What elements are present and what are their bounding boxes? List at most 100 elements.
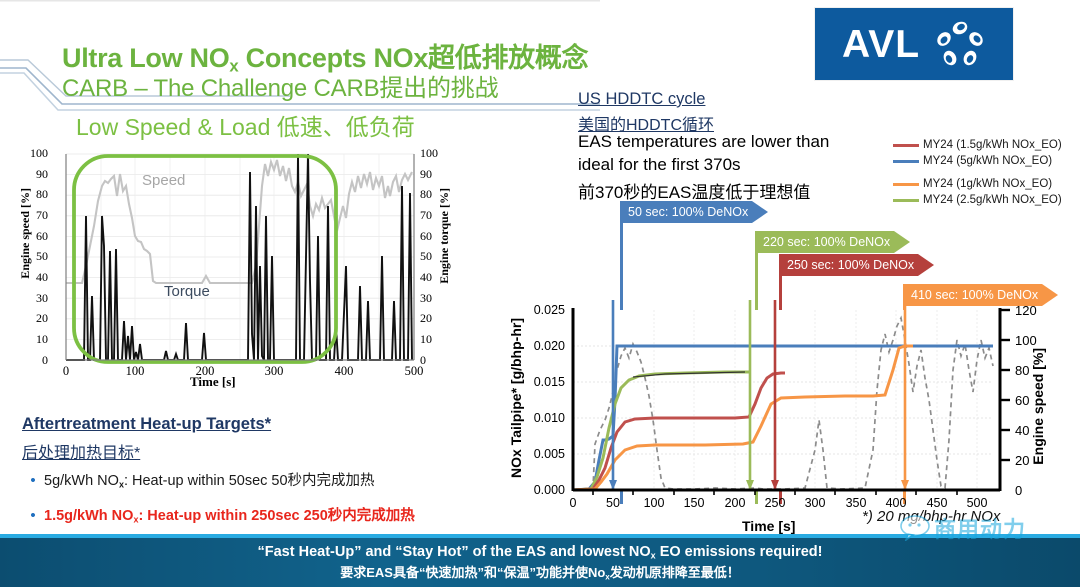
- left-chart-ytick: 80: [36, 187, 48, 201]
- right-chart-xtick: 200: [724, 496, 746, 510]
- right-chart-xtick: 500: [966, 496, 988, 510]
- right-chart-xtick: 250: [764, 496, 786, 510]
- left-chart-ytick: 90: [36, 167, 48, 181]
- left-chart-xtick: 500: [404, 364, 424, 378]
- banner-subscript-x: x: [605, 572, 610, 582]
- legend-item: MY24 (2.5g/kWh NOx_EO): [893, 192, 1078, 208]
- bullet-subscript-x: x: [118, 479, 124, 490]
- legend-item: MY24 (5g/kWh NOx_EO): [893, 153, 1078, 169]
- left-chart-xtick: 100: [125, 364, 145, 378]
- bullet-dot-icon: •: [30, 472, 36, 489]
- right-chart-ytick: 0.020: [533, 339, 565, 353]
- chart-footnote: *) 20 mg/bhp-hr NOx: [862, 508, 1001, 525]
- left-chart-y2tick: 30: [420, 291, 432, 305]
- left-chart-y2tick: 50: [420, 249, 432, 263]
- left-chart-ytick: 50: [36, 249, 48, 263]
- left-chart-ytick: 10: [36, 332, 48, 346]
- legend-item: MY24 (1g/kWh NOx_EO): [893, 176, 1078, 192]
- left-chart-xtick: 200: [195, 364, 215, 378]
- left-chart-ytick: 40: [36, 270, 48, 284]
- legend-swatch-green: [893, 198, 919, 202]
- right-chart-y2tick: 0: [1015, 483, 1023, 498]
- left-chart-y2tick: 10: [420, 332, 432, 346]
- right-chart-xtick: 350: [845, 496, 867, 510]
- right-chart-y2tick: 120: [1015, 303, 1037, 318]
- callout-410sec: 410 sec: 100% DeNOx: [903, 284, 1059, 306]
- legend-swatch-red: [893, 143, 919, 147]
- right-chart-y2tick: 40: [1015, 423, 1030, 438]
- left-chart-xtick: 400: [334, 364, 354, 378]
- callout-label: 250 sec: 100% DeNOx: [779, 254, 919, 276]
- callout-arrowhead: [1042, 284, 1059, 306]
- callout-label: 50 sec: 100% DeNOx: [620, 201, 753, 223]
- banner-accent-bar: [0, 534, 1080, 538]
- bottom-banner: “Fast Heat-Up” and “Stay Hot” of the EAS…: [0, 538, 1080, 587]
- right-chart-y2tick: 100: [1015, 333, 1037, 348]
- left-chart-xtick: 0: [62, 364, 70, 378]
- eas-note-en-line1: EAS temperatures are lower than: [578, 132, 830, 151]
- right-chart-xtick: 50: [606, 496, 620, 510]
- list-item: • 1.5g/kWh NOx: Heat-up within 250sec 25…: [22, 507, 415, 525]
- right-chart-xtick: 150: [683, 496, 705, 510]
- left-chart-ytick: 20: [36, 311, 48, 325]
- bullet-text: 5g/kWh NOx: Heat-up within 50sec 50秒内完成加…: [44, 473, 375, 490]
- callout-50sec: 50 sec: 100% DeNOx: [620, 201, 769, 223]
- hddtc-heading-en: US HDDTC cycle: [578, 90, 706, 108]
- heatup-heading-cn: 后处理加热目标*: [22, 445, 141, 462]
- right-chart: 0.025 0.020 0.015 0.010 0.005 0.000 120 …: [505, 300, 1080, 545]
- callout-arrowhead: [918, 254, 935, 276]
- left-chart-y2tick: 100: [420, 146, 438, 160]
- right-chart-xtick: 400: [885, 496, 907, 510]
- legend-item: MY24 (1.5g/kWh NOx_EO): [893, 137, 1078, 153]
- avl-wordmark: AVL: [841, 22, 921, 66]
- bullet-dot-icon: •: [30, 507, 36, 524]
- right-chart-ytick: 0.000: [533, 483, 565, 497]
- left-chart-ytick: 60: [36, 229, 48, 243]
- callout-label: 220 sec: 100% DeNOx: [755, 231, 895, 253]
- right-chart-xtick: 100: [643, 496, 665, 510]
- right-chart-y2tick: 80: [1015, 363, 1030, 378]
- hddtc-heading-cn: 美国的HDDTC循环: [578, 117, 714, 134]
- title-subscript-x: x: [229, 56, 239, 76]
- heatup-heading-en: Aftertreatment Heat-up Targets*: [22, 415, 272, 433]
- page-subtitle-line: CARB – The Challenge CARB提出的挑战: [62, 75, 499, 102]
- right-chart-ytick: 0.005: [533, 447, 565, 461]
- left-chart-y2tick: 20: [420, 311, 432, 325]
- left-chart-series-label-speed: Speed: [142, 172, 186, 189]
- left-chart: 100 90 80 70 60 50 40 30 20 10 0 100 90 …: [16, 146, 464, 398]
- section-subtitle: Low Speed & Load 低速、低负荷: [76, 114, 415, 140]
- banner-subscript-x: x: [650, 550, 656, 561]
- left-chart-y2tick: 0: [420, 353, 426, 367]
- left-chart-y2tick: 60: [420, 229, 432, 243]
- left-chart-y2tick: 70: [420, 208, 432, 222]
- left-chart-ytick: 70: [36, 208, 48, 222]
- callout-arrowhead: [894, 231, 911, 253]
- legend-label: MY24 (1g/kWh NOx_EO): [923, 178, 1053, 190]
- left-chart-y2label: Engine torque [%]: [437, 188, 451, 284]
- legend-label: MY24 (1.5g/kWh NOx_EO): [923, 139, 1062, 151]
- right-chart-ytick: 0.025: [533, 303, 565, 317]
- left-chart-ytick: 0: [42, 353, 48, 367]
- right-chart-ytick: 0.015: [533, 375, 565, 389]
- eas-note-en-line2: ideal for the first 370s: [578, 155, 741, 174]
- left-chart-xtick: 300: [264, 364, 284, 378]
- legend-swatch-blue: [893, 159, 919, 163]
- right-chart-xtick: 300: [804, 496, 826, 510]
- right-chart-ylabel: NOx Tailpipe* [g/bhp-hr]: [508, 318, 524, 478]
- left-chart-y2tick: 90: [420, 167, 432, 181]
- callout-arrowhead: [752, 201, 769, 223]
- legend-swatch-orange: [893, 182, 919, 186]
- right-chart-plot: [571, 300, 1010, 495]
- right-chart-xtick: 0: [569, 496, 577, 510]
- left-chart-series-label-torque: Torque: [164, 283, 210, 300]
- bullet-text: 1.5g/kWh NOx: Heat-up within 250sec 250秒…: [44, 508, 415, 525]
- banner-line-cn: 要求EAS具备“快速加热”和“保温”功能并使Nox发动机原排降至最低！: [340, 565, 740, 582]
- callout-220sec: 220 sec: 100% DeNOx: [755, 231, 911, 253]
- right-chart-y2tick: 20: [1015, 453, 1030, 468]
- list-item: • 5g/kWh NOx: Heat-up within 50sec 50秒内完…: [22, 472, 375, 490]
- right-chart-xlabel: Time [s]: [742, 518, 796, 534]
- left-chart-plot: [65, 153, 415, 364]
- banner-line-en: “Fast Heat-Up” and “Stay Hot” of the EAS…: [257, 543, 823, 561]
- bullet-subscript-x: x: [133, 514, 139, 525]
